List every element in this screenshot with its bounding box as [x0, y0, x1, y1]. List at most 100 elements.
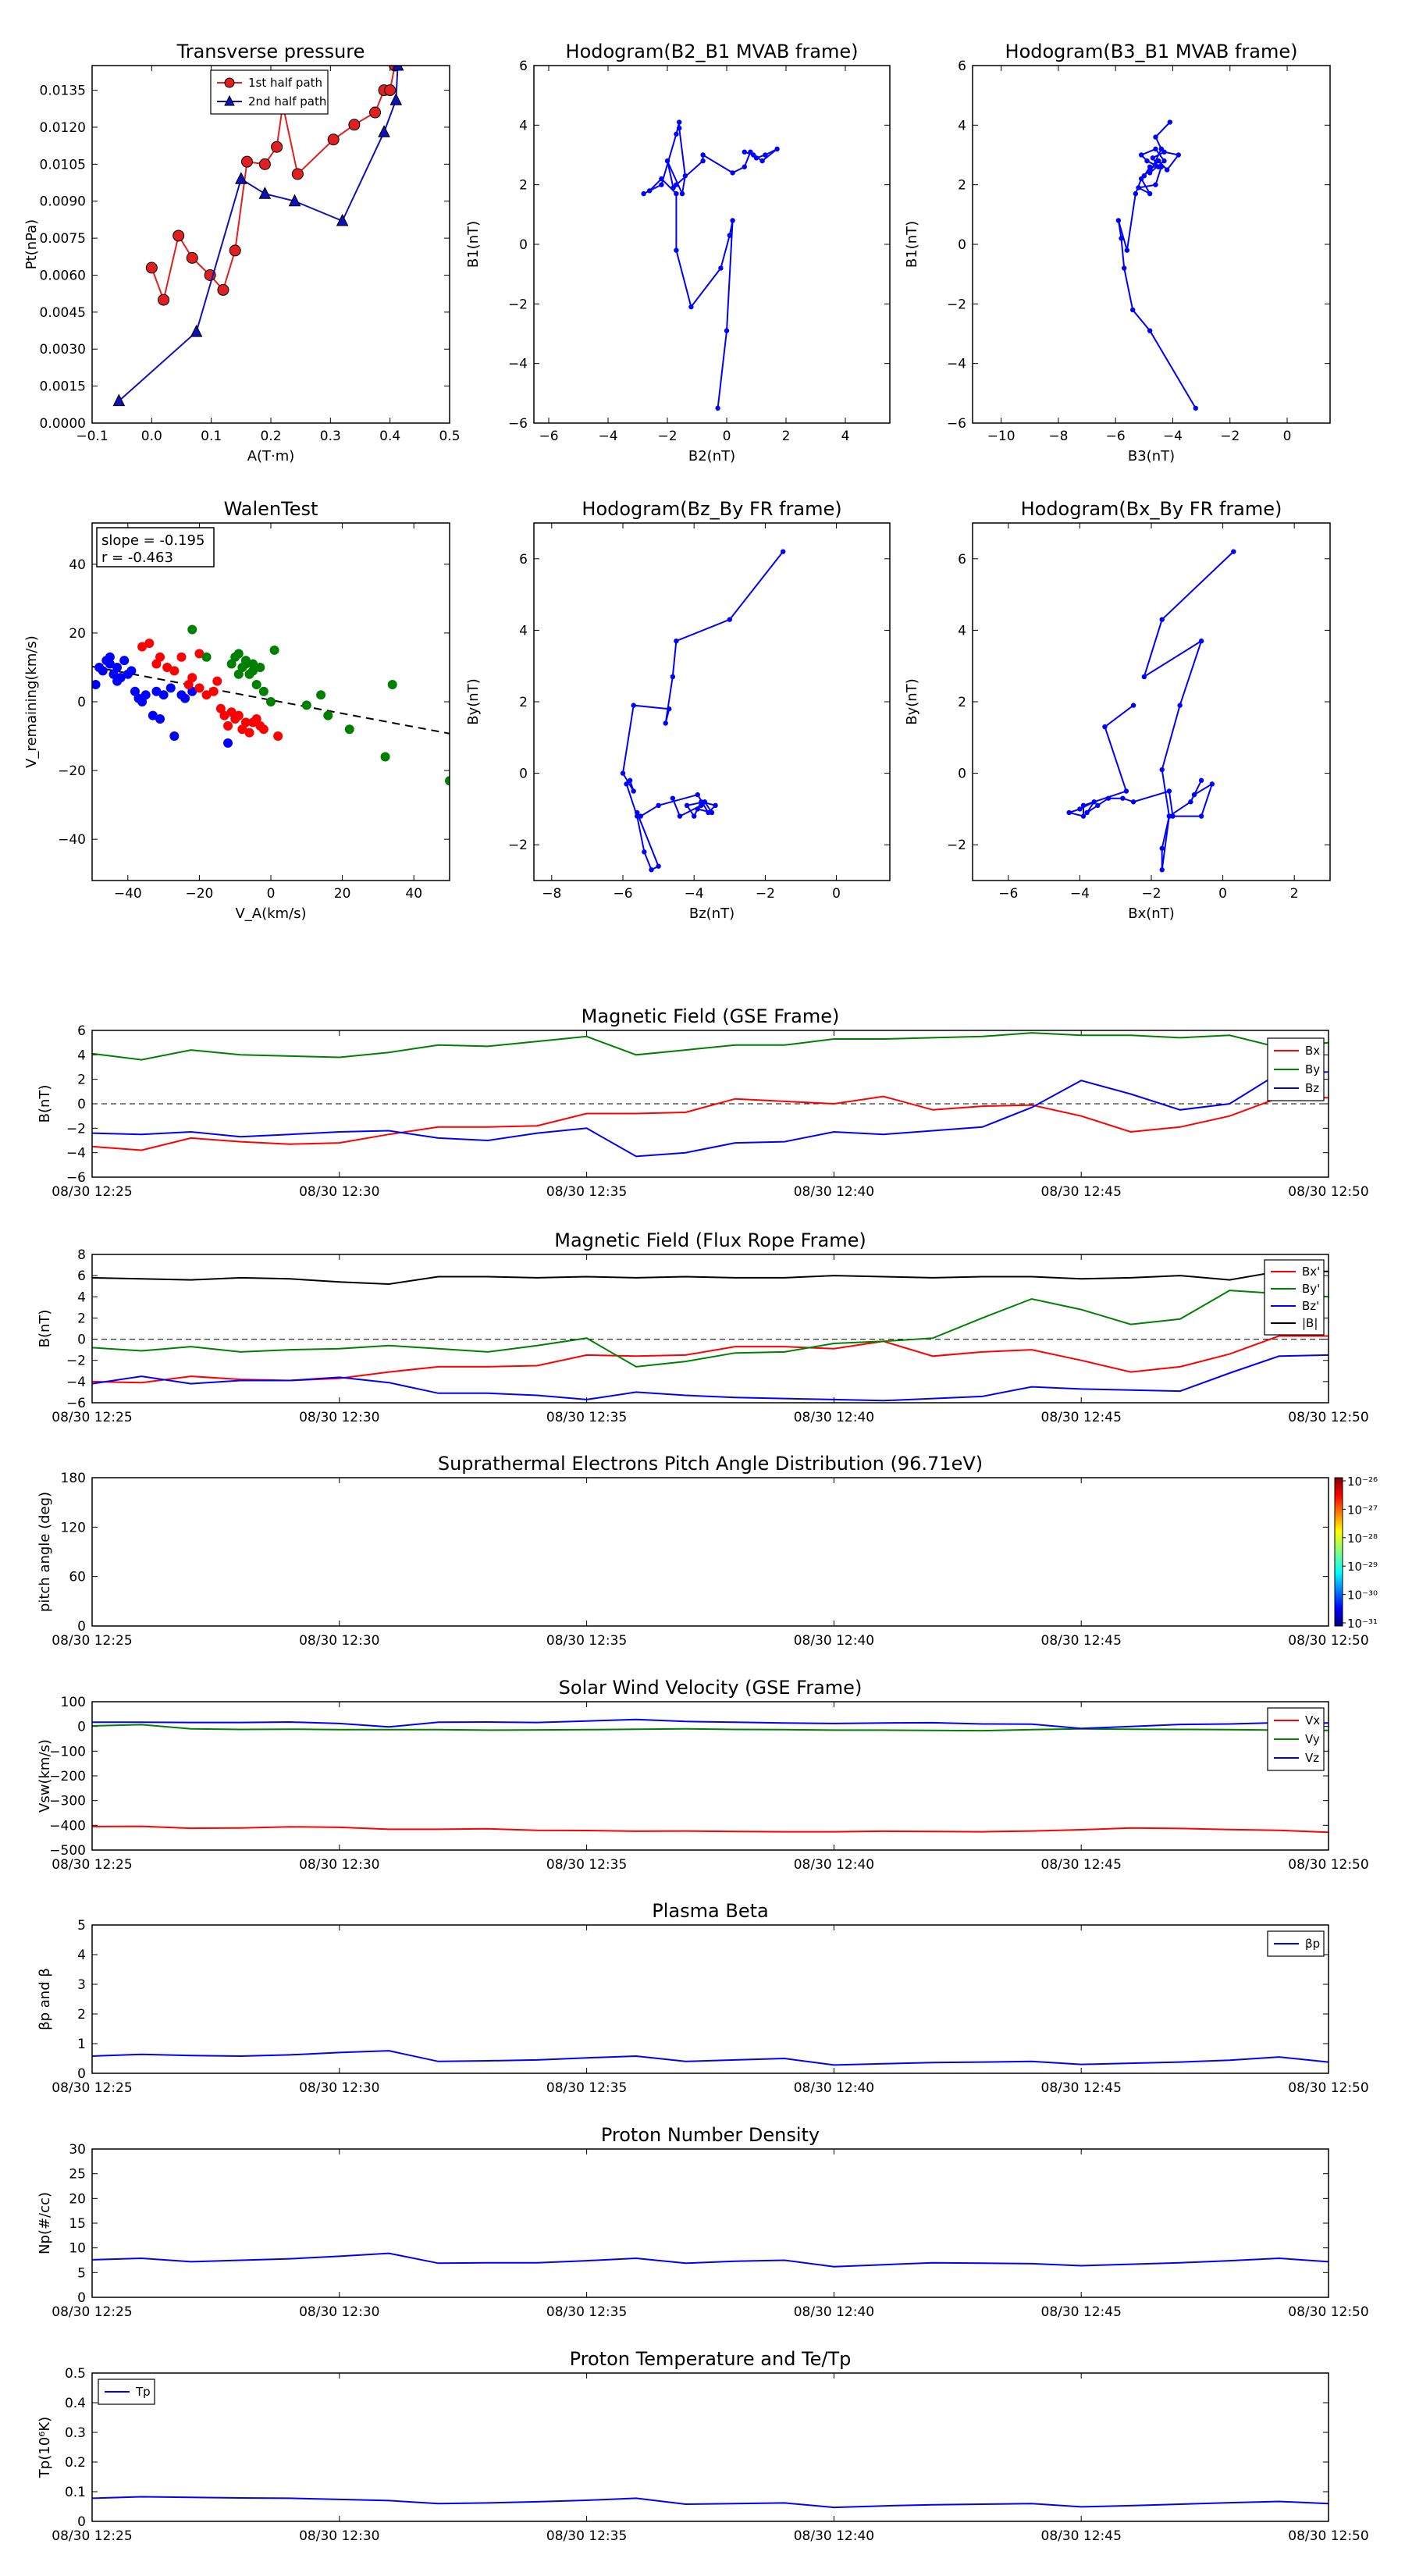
y-tick-label: 120: [61, 1520, 86, 1535]
colorbar-label: 10⁻³⁰: [1347, 1589, 1378, 1603]
data-point: [727, 617, 732, 622]
series-line: [92, 1354, 1329, 1402]
data-point: [1177, 703, 1183, 708]
x-tick-label: 08/30 12:50: [1288, 1857, 1368, 1873]
series-line: [92, 2252, 1329, 2268]
x-tick-label: 08/30 12:30: [299, 1633, 379, 1649]
data-point: [384, 84, 397, 97]
y-tick-label: 5: [77, 2265, 86, 2281]
data-point: [730, 218, 735, 223]
x-tick-label: 0.3: [320, 429, 341, 444]
y-tick-label: 0.1: [65, 2485, 86, 2500]
x-tick-label: 08/30 12:40: [794, 1633, 874, 1649]
y-tick-label: 2: [519, 695, 528, 710]
data-point: [1119, 236, 1124, 241]
data-point: [176, 652, 187, 662]
data-point: [258, 158, 271, 170]
x-tick-label: −2: [1141, 886, 1161, 902]
colorbar-label: 10⁻²⁷: [1347, 1503, 1378, 1517]
data-point: [631, 788, 636, 794]
plot-area: [92, 1270, 1329, 1402]
data-point: [258, 686, 269, 696]
data-point: [226, 659, 237, 669]
series-Vx: [92, 1825, 1329, 1834]
data-point: [1166, 813, 1172, 819]
y-tick-label: 0.0045: [40, 305, 86, 321]
x-tick-label: 0: [723, 429, 731, 444]
data-point: [237, 724, 247, 735]
data-point: [730, 170, 735, 176]
data-point: [445, 776, 450, 786]
data-point: [674, 182, 679, 187]
x-axis-label: Bz(nT): [689, 906, 735, 922]
data-point: [635, 813, 640, 819]
series-Bz_By: [620, 549, 786, 873]
data-point: [1150, 155, 1156, 161]
y-tick-label: 6: [77, 1268, 86, 1284]
data-point: [288, 194, 301, 207]
x-tick-label: −6: [1106, 429, 1126, 444]
series-Bx_By: [1066, 549, 1236, 873]
y-tick-label: −400: [49, 1818, 86, 1834]
x-axis-label: B2(nT): [688, 448, 735, 464]
y-tick-label: −6: [508, 416, 528, 432]
chart-title: Hodogram(B3_B1 MVAB frame): [1005, 41, 1298, 62]
data-point: [255, 662, 265, 672]
data-point: [1141, 173, 1147, 179]
chart-title: Solar Wind Velocity (GSE Frame): [559, 1677, 863, 1699]
x-tick-label: 08/30 12:30: [299, 1184, 379, 1200]
data-point: [101, 656, 112, 666]
x-axis-label: B3(nT): [1128, 448, 1175, 464]
r-text: r = -0.463: [101, 550, 173, 566]
data-point: [158, 294, 170, 306]
data-point: [229, 244, 241, 257]
data-point: [271, 141, 283, 153]
x-tick-label: 08/30 12:40: [794, 1410, 874, 1425]
data-point: [700, 152, 706, 158]
data-point: [98, 666, 108, 676]
y-tick-label: −300: [49, 1794, 86, 1809]
x-tick-label: 08/30 12:40: [794, 1857, 874, 1873]
data-point: [162, 662, 173, 672]
data-point: [151, 686, 162, 696]
y-axis-label: By(nT): [904, 678, 920, 724]
legend: βp: [1267, 1930, 1325, 1957]
x-tick-label: 08/30 12:40: [794, 2080, 874, 2096]
y-tick-label: 0: [958, 767, 966, 782]
series-red: [137, 639, 283, 742]
data-point: [1095, 802, 1101, 809]
y-axis-label: B1(nT): [904, 221, 920, 268]
data-point: [1167, 119, 1173, 125]
y-axis-label: pitch angle (deg): [37, 1492, 53, 1612]
data-point: [217, 283, 229, 296]
y-tick-label: 30: [69, 2142, 86, 2158]
y-tick-label: −2: [66, 1121, 86, 1137]
series-|B|: [92, 1270, 1329, 1286]
plot-frame: [91, 1924, 1329, 2074]
data-point: [1159, 867, 1165, 873]
data-point: [620, 770, 626, 776]
data-point: [759, 158, 765, 164]
data-point: [627, 777, 633, 783]
data-point: [706, 809, 711, 816]
y-tick-label: 0: [519, 767, 528, 782]
legend-marker: [224, 94, 235, 106]
data-point: [244, 728, 254, 738]
x-tick-label: 0.1: [201, 429, 222, 444]
y-axis-label: βp and β: [37, 1968, 53, 2030]
x-tick-label: 08/30 12:35: [546, 1184, 627, 1200]
data-point: [659, 176, 664, 182]
y-axis-label: B1(nT): [465, 221, 482, 268]
y-tick-label: −4: [508, 357, 528, 372]
colorbar: 10⁻²⁶ 10⁻²⁷ 10⁻²⁸ 10⁻²⁹ 10⁻³⁰ 10⁻³¹: [1334, 1475, 1378, 1631]
data-point: [183, 679, 194, 689]
data-point: [258, 724, 269, 735]
x-tick-label: 08/30 12:35: [546, 1857, 627, 1873]
x-tick-label: −8: [1048, 429, 1068, 444]
data-point: [1191, 792, 1197, 798]
data-point: [715, 405, 720, 411]
data-point: [631, 703, 636, 708]
plot-area: [92, 2252, 1329, 2268]
y-tick-label: 0.3: [65, 2425, 86, 2441]
legend-box: [210, 69, 329, 115]
